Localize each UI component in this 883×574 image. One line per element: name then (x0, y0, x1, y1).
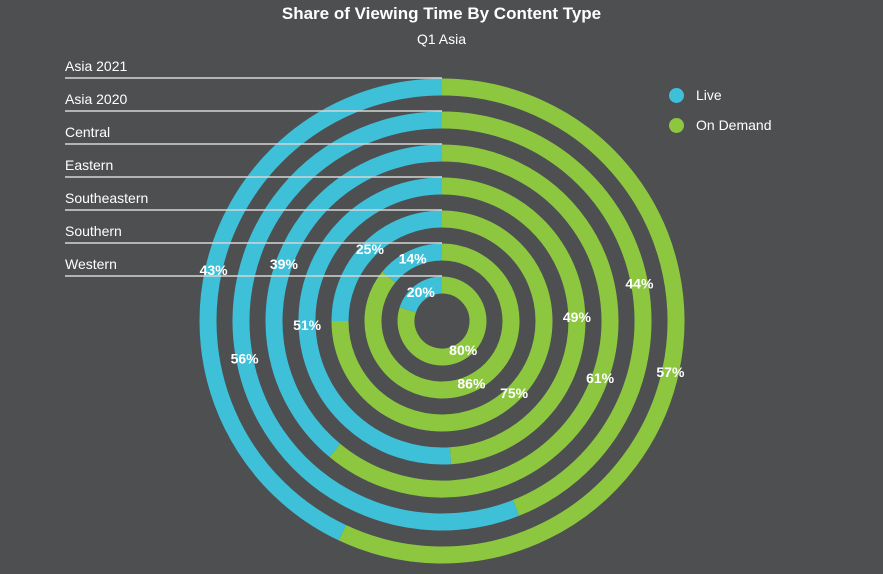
on-demand-arc-asia-2020 (441, 111, 652, 516)
live-arc-eastern (298, 177, 452, 465)
on-demand-value-label-western: 80% (449, 342, 478, 358)
on-demand-value-label-southern: 86% (457, 375, 486, 391)
on-demand-value-label-asia-2021: 57% (656, 364, 685, 380)
live-value-label-asia-2020: 56% (231, 351, 260, 367)
category-label-asia-2021: Asia 2021 (65, 58, 127, 74)
on-demand-arc-central (329, 144, 619, 498)
category-label-southern: Southern (65, 223, 122, 239)
live-value-label-southeastern: 25% (356, 241, 385, 257)
on-demand-arc-asia-2021 (338, 78, 685, 564)
legend-swatch-on-demand (669, 117, 684, 133)
legend-item-live: Live (669, 80, 771, 110)
live-arc-asia-2020 (232, 111, 520, 531)
legend-item-on-demand: On Demand (669, 110, 771, 140)
live-value-label-western: 20% (407, 284, 436, 300)
on-demand-value-label-asia-2020: 44% (625, 275, 654, 291)
live-value-label-eastern: 51% (293, 317, 322, 333)
live-value-label-asia-2021: 43% (200, 262, 229, 278)
legend-label-on-demand: On Demand (696, 117, 772, 133)
legend-label-live: Live (696, 87, 722, 103)
category-label-central: Central (65, 124, 110, 140)
live-arc-southeastern (331, 210, 443, 322)
live-arc-central (265, 144, 443, 457)
live-value-label-central: 39% (270, 256, 299, 272)
on-demand-arc-southern (364, 243, 520, 399)
live-arc-southern (382, 243, 443, 283)
on-demand-value-label-central: 61% (586, 370, 615, 386)
category-label-western: Western (65, 256, 117, 272)
live-arc-asia-2021 (199, 78, 443, 541)
on-demand-value-label-southeastern: 75% (500, 385, 529, 401)
on-demand-arc-southeastern (331, 210, 553, 432)
category-label-asia-2020: Asia 2020 (65, 91, 127, 107)
on-demand-arc-western (397, 276, 487, 366)
legend-swatch-live (669, 87, 684, 103)
category-label-southeastern: Southeastern (65, 190, 148, 206)
on-demand-value-label-eastern: 49% (563, 309, 592, 325)
live-arc-western (399, 276, 443, 313)
category-label-eastern: Eastern (65, 157, 113, 173)
chart-title: Share of Viewing Time By Content Type (281, 4, 602, 23)
chart-subtitle: Q1 Asia (416, 31, 467, 47)
on-demand-arc-eastern (441, 177, 586, 465)
legend: Live On Demand (669, 80, 771, 140)
live-value-label-southern: 14% (399, 251, 428, 267)
